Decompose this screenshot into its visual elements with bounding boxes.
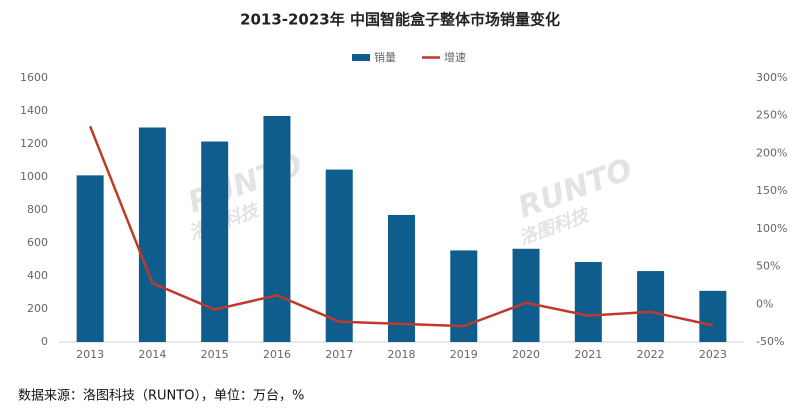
x-tick-label: 2014 xyxy=(138,348,166,361)
y-tick-label: 200 xyxy=(27,302,48,315)
y2-tick-label: 200% xyxy=(756,146,787,159)
y2-tick-label: 50% xyxy=(756,260,780,273)
x-tick-label: 2016 xyxy=(263,348,291,361)
x-tick-label: 2019 xyxy=(450,348,478,361)
bar xyxy=(450,250,478,342)
y-tick-label: 1200 xyxy=(20,137,48,150)
chart-title: 2013-2023年 中国智能盒子整体市场销量变化 xyxy=(240,11,560,29)
x-tick-label: 2020 xyxy=(512,348,540,361)
y2-tick-label: 100% xyxy=(756,222,787,235)
y-tick-label: 800 xyxy=(27,203,48,216)
y2-tick-label: -50% xyxy=(756,335,784,348)
x-tick-label: 2022 xyxy=(637,348,665,361)
x-tick-label: 2015 xyxy=(201,348,229,361)
x-tick-label: 2023 xyxy=(699,348,727,361)
y-tick-label: 0 xyxy=(41,335,48,348)
legend-label: 增速 xyxy=(444,50,466,64)
x-tick-label: 2017 xyxy=(325,348,353,361)
bar xyxy=(201,141,229,342)
y-tick-label: 400 xyxy=(27,269,48,282)
x-tick-label: 2013 xyxy=(76,348,104,361)
x-tick-label: 2021 xyxy=(574,348,602,361)
y-tick-label: 1400 xyxy=(20,104,48,117)
bar xyxy=(388,214,415,342)
bar xyxy=(138,127,166,342)
bar xyxy=(263,115,291,342)
source-note: 数据来源：洛图科技（RUNTO），单位：万台，% xyxy=(18,389,304,404)
line xyxy=(88,125,714,328)
x-tick-label: 2018 xyxy=(388,348,416,361)
bar xyxy=(512,248,540,342)
y2-tick-label: 250% xyxy=(756,109,787,122)
y2-tick-label: 150% xyxy=(756,184,787,197)
y2-tick-label: 0% xyxy=(756,297,773,310)
bar xyxy=(574,261,602,342)
legend-swatch xyxy=(352,54,370,61)
y-tick-label: 1600 xyxy=(20,71,48,84)
y-tick-label: 600 xyxy=(27,236,48,249)
legend-label: 销量 xyxy=(374,50,396,64)
bar xyxy=(699,290,727,342)
bar xyxy=(637,271,665,342)
y2-tick-label: 300% xyxy=(756,71,787,84)
bar xyxy=(325,169,353,342)
y-tick-label: 1000 xyxy=(20,170,48,183)
bar xyxy=(76,175,104,342)
